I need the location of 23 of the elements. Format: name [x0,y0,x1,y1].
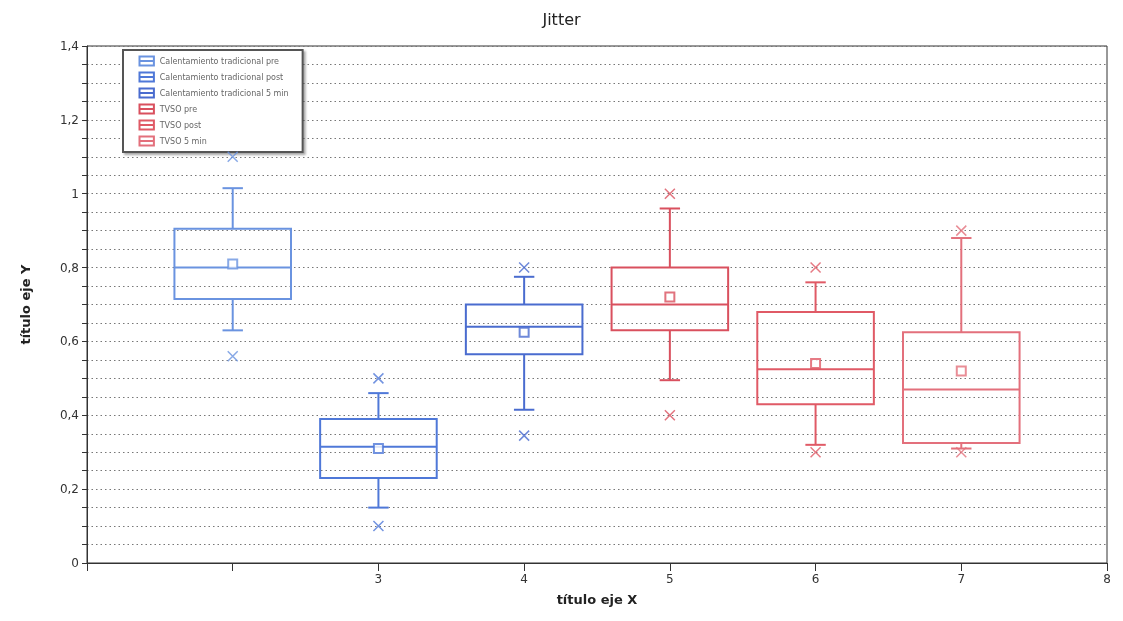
y-tick-label: 0,2 [59,482,79,497]
legend-label: TVSO post [158,120,202,130]
y-tick-label: 1,4 [59,39,79,53]
y-tick-label: 0,8 [59,260,79,275]
y-axis-title: título eje Y [18,263,33,345]
x-tick-label: 3 [374,572,383,586]
y-tick-label: 0,6 [59,334,79,349]
legend-label: Calentamiento tradicional 5 min [159,88,289,98]
chart-title: Jitter [541,9,581,29]
x-tick-label: 8 [1103,572,1111,586]
legend-label: Calentamiento tradicional post [159,72,284,82]
y-tick-label: 1,2 [59,112,79,127]
x-tick-label: 6 [811,572,820,586]
y-tick-label: 0,4 [59,408,79,423]
x-tick-label: 5 [666,572,674,586]
y-tick-label: 0 [71,556,79,570]
y-tick-label: 1 [71,186,79,201]
x-tick-label: 7 [957,572,966,586]
x-axis-title: título eje X [556,592,638,607]
x-tick-label: 4 [520,572,528,586]
legend-label: Calentamiento tradicional pre [159,56,280,66]
legend-label: TVSO pre [158,104,198,114]
legend-label: TVSO 5 min [158,136,207,146]
